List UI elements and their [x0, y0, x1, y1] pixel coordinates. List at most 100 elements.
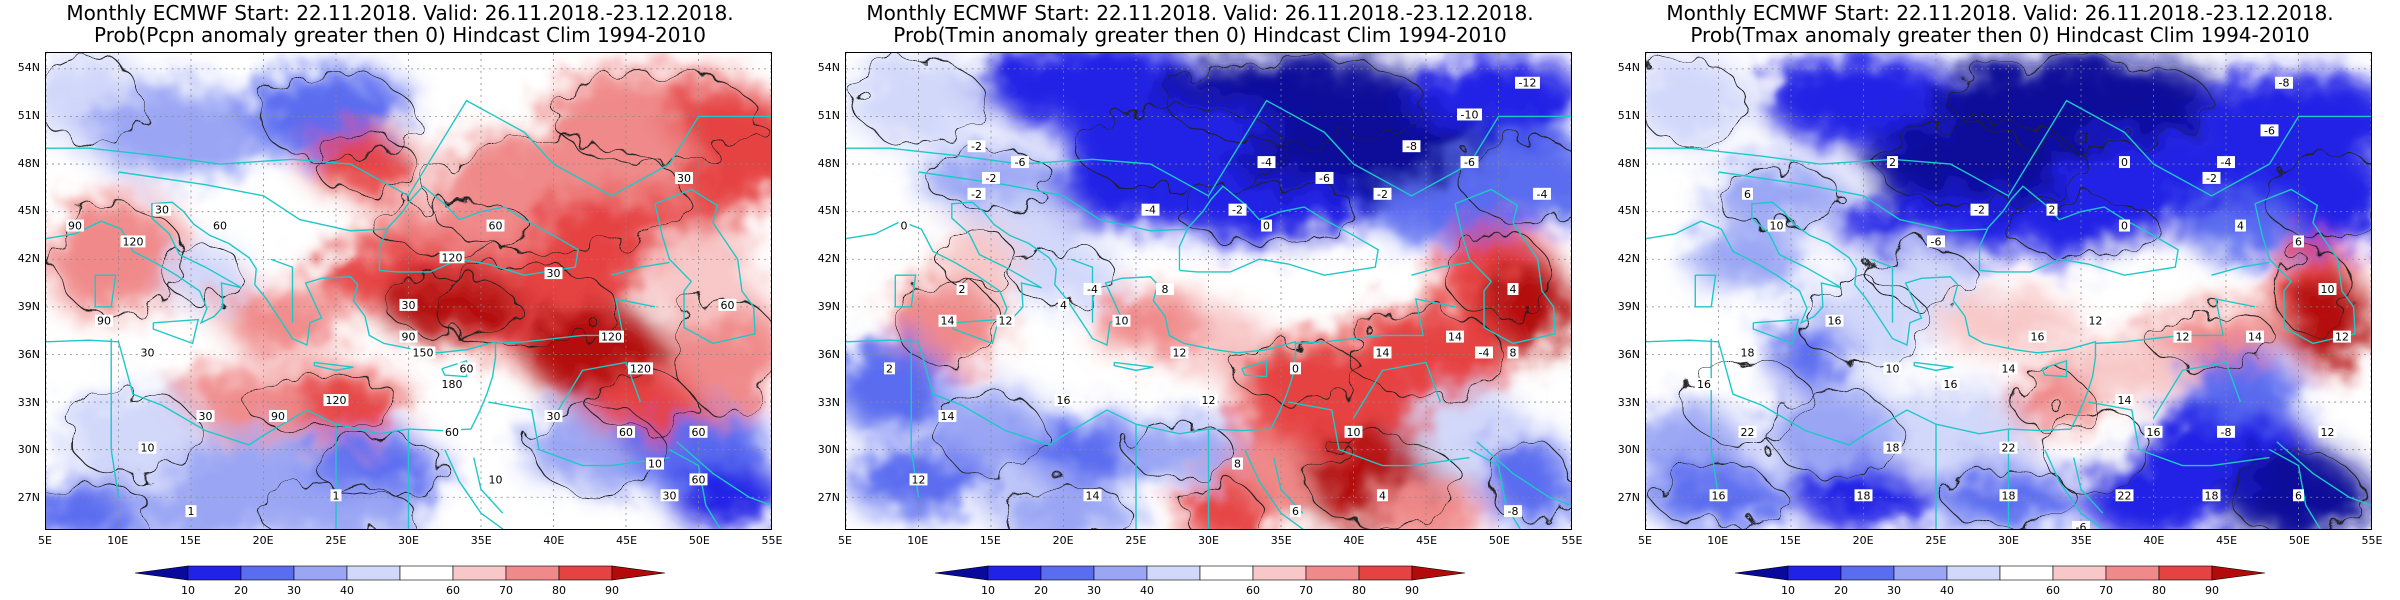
lat-tick-label: 39N — [17, 299, 40, 313]
contour-label: 0 — [1292, 362, 1299, 375]
contour-label-bg — [2119, 219, 2130, 232]
contour-label-bg — [1507, 283, 1519, 295]
contour-label: 2 — [886, 362, 893, 375]
contour-line — [46, 484, 156, 529]
contour-label-bg — [196, 409, 215, 422]
contour-label: -2 — [1232, 204, 1243, 217]
colorbar-swatch — [2052, 565, 2107, 581]
contour-label-bg — [2246, 330, 2264, 343]
lon-tick-label: 50E — [1488, 534, 1510, 547]
contour-label-bg — [1083, 489, 1102, 502]
coastline — [2095, 298, 2256, 345]
coastline — [552, 361, 642, 419]
colorbar-swatch — [1040, 565, 1095, 581]
contour-line — [674, 296, 771, 413]
coastline — [1113, 361, 1154, 372]
coastline — [2041, 359, 2068, 378]
contour-label-bg — [938, 314, 957, 327]
coastline — [118, 171, 387, 232]
contour-label: 16 — [1697, 378, 1711, 391]
shading-blob — [220, 195, 336, 260]
contour-label: 120 — [630, 362, 651, 375]
contour-label-bg — [1825, 314, 1844, 327]
contour-label-bg — [1999, 362, 2018, 375]
coastline — [2211, 261, 2270, 276]
contour-label: -4 — [1087, 283, 1098, 296]
colorbar-label: 70 — [1299, 584, 1313, 597]
contour-label: 120 — [123, 235, 144, 248]
contour-label-bg — [2202, 171, 2221, 184]
colorbar-swatch — [934, 565, 989, 581]
map-area: -8 -6 -4 -2 0 2 6 10 -2 -6 2 0 4 6 10 12 14 12 12 16 14 16 10 1… — [1645, 52, 2372, 530]
contour-line — [938, 390, 1044, 478]
contour-label-bg — [1767, 219, 1786, 232]
contour-label: -2 — [971, 140, 982, 153]
contour-label: 14 — [2002, 362, 2016, 375]
contour-label-bg — [1011, 156, 1029, 169]
lat-tick-label: 36N — [817, 347, 840, 361]
contour-label-bg — [2202, 489, 2221, 502]
contour-label-bg — [2217, 156, 2235, 169]
contour-label: 2 — [959, 283, 966, 296]
contour-label-bg — [1232, 457, 1243, 470]
contour-line — [1681, 358, 1814, 446]
contour-label: -6 — [2264, 124, 2275, 137]
contour-label-bg — [439, 378, 465, 391]
contour-label-bg — [399, 298, 418, 311]
colorbar-label: 60 — [1246, 584, 1260, 597]
contour-label: 1 — [188, 505, 195, 518]
coastline — [2088, 401, 2270, 467]
shading-blob — [379, 275, 525, 339]
colorbar-swatch — [2105, 565, 2160, 581]
probability-shading — [1646, 53, 2371, 529]
contour-label-bg — [399, 330, 418, 343]
contour-label: 4 — [1510, 283, 1517, 296]
contour-label-bg — [330, 489, 342, 502]
contour-line — [257, 73, 415, 160]
coastline — [676, 441, 771, 506]
shading-blob — [89, 84, 264, 180]
lon-tick-label: 45E — [1416, 534, 1438, 547]
coastline — [2044, 449, 2104, 529]
lon-tick-label: 15E — [1779, 534, 1801, 547]
contour-label-bg — [1228, 203, 1247, 216]
title-line-2: Prob(Pcpn anomaly greater then 0) Hindca… — [94, 23, 706, 47]
contour-label-bg — [1373, 346, 1392, 359]
coastline — [1288, 401, 1470, 467]
lon-tick-label: 25E — [325, 534, 347, 547]
colorbar-label: 40 — [340, 584, 354, 597]
contour-label-bg — [1315, 171, 1334, 184]
contour-label-bg — [967, 140, 986, 153]
lon-tick-label: 30E — [1198, 534, 1219, 547]
contour-label: 30 — [402, 299, 416, 312]
colorbar-label: 30 — [1887, 584, 1901, 597]
shading-blob — [1892, 386, 2038, 482]
title-line-2: Prob(Tmin anomaly greater then 0) Hindca… — [893, 23, 1507, 47]
shading-blob — [1121, 417, 1238, 482]
contour-label: 16 — [1712, 489, 1726, 502]
contour-label: 12 — [999, 315, 1013, 328]
contour-label-bg — [1883, 441, 1902, 454]
lat-tick-label: 36N — [17, 347, 40, 361]
shading-blob — [2008, 370, 2096, 434]
coastline — [1752, 318, 1800, 345]
contour-line — [67, 390, 199, 478]
colorbar-label: 90 — [1405, 584, 1419, 597]
contour-label: 14 — [2118, 394, 2132, 407]
lat-tick-label: 48N — [1617, 156, 1640, 170]
colorbar-swatch — [187, 565, 242, 581]
contour-label-bg — [1112, 314, 1131, 327]
colorbar-label: 80 — [1352, 584, 1366, 597]
coastline — [46, 284, 497, 446]
shading-blob — [1762, 53, 1965, 149]
contour-label-bg — [956, 283, 968, 295]
colorbar-swatch — [558, 565, 613, 581]
lat-tick-label: 51N — [817, 108, 840, 122]
lon-tick-label: 30E — [398, 534, 419, 547]
contour-label: -4 — [1261, 156, 1272, 169]
colorbar-swatch — [1787, 565, 1842, 581]
lon-tick-label: 5E — [838, 534, 852, 547]
contour-label-bg — [1159, 283, 1171, 295]
contour-label-bg — [1199, 394, 1218, 407]
contour-label-bg — [1533, 187, 1551, 200]
